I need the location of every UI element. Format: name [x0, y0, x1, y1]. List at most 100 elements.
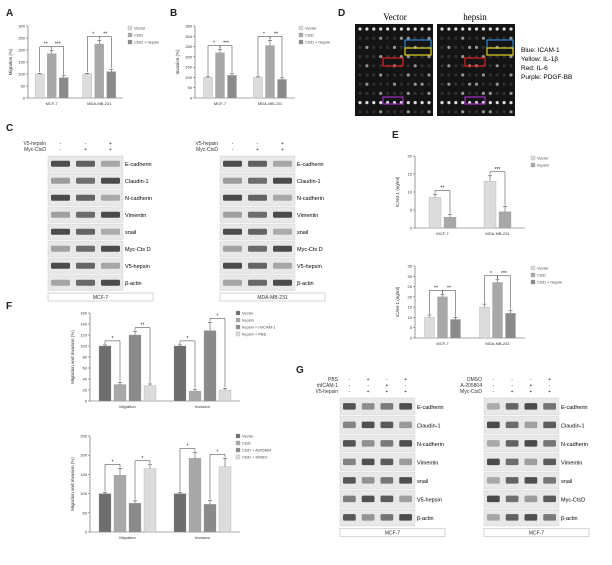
array-spot	[488, 64, 492, 68]
panel-letter-e: E	[392, 130, 399, 141]
blot-band	[505, 495, 519, 503]
array-spot	[386, 27, 390, 31]
bar	[82, 73, 92, 99]
blot-condition-label: Myc-CtsD	[196, 147, 218, 153]
y-tick-label: 150	[18, 60, 25, 65]
blot-condition-label: DMSO	[467, 377, 482, 383]
blot-protein-label: V5-hepsin	[125, 264, 150, 270]
array-spot	[474, 36, 479, 40]
array-spot	[420, 101, 424, 105]
blot-band	[76, 245, 95, 252]
y-tick-label: 0	[85, 399, 88, 404]
bar	[218, 466, 232, 533]
blot-band	[487, 495, 500, 503]
y-tick-label: 100	[18, 72, 25, 77]
blot-condition-mark: -	[493, 377, 495, 383]
array-spot	[427, 110, 431, 114]
blot-band	[343, 495, 356, 503]
blot-protein-label: snail	[417, 479, 428, 485]
y-tick-label: 0	[410, 336, 413, 341]
array-spot	[365, 82, 369, 86]
blot-condition-mark: -	[493, 383, 495, 389]
western-blot-g-a205804: DMSO - - - +A-205804- - + -Myc-CtsD - + + +E-cadher…	[460, 377, 590, 537]
blot-band	[223, 194, 242, 201]
y-tick-label: 350	[185, 24, 192, 29]
blot-band	[223, 262, 242, 269]
array-spot	[358, 110, 362, 114]
significance-bracket	[99, 36, 112, 69]
blot-band	[223, 228, 242, 235]
y-tick-label: 20	[83, 388, 88, 393]
blot-band	[51, 177, 70, 184]
array-spot	[372, 73, 376, 77]
array-spot	[447, 27, 451, 31]
blot-condition-mark: +	[385, 389, 388, 395]
array-spot	[372, 110, 376, 114]
blot-band	[101, 194, 120, 201]
bar	[483, 181, 497, 229]
bar	[106, 71, 116, 99]
array-spot	[468, 101, 472, 105]
x-tick-label: MCF-7	[436, 231, 449, 236]
y-axis-label: Invasion (%)	[175, 49, 180, 75]
y-tick-label: 0	[23, 96, 26, 101]
blot-condition-label: Myc-CtsD	[460, 389, 482, 395]
blot-band	[361, 403, 375, 410]
blot-protein-label: Myc-Cts D	[125, 247, 151, 253]
significance-bracket	[179, 448, 196, 492]
bar	[188, 458, 202, 533]
x-tick-label: Migration	[119, 535, 135, 540]
significance-bracket	[269, 36, 283, 77]
array-spot	[509, 110, 513, 114]
array-spot	[386, 45, 390, 50]
array-spot	[427, 36, 431, 40]
blot-condition-mark: +	[529, 383, 532, 389]
significance-bracket	[134, 460, 151, 500]
array-spot	[440, 101, 444, 105]
array-spot	[365, 110, 369, 114]
blot-band	[399, 440, 412, 447]
array-spot	[474, 101, 479, 105]
array-spot	[488, 110, 492, 114]
blot-band	[76, 228, 95, 235]
array-spot	[468, 91, 472, 95]
blot-condition-label: rhICAM-1	[317, 383, 339, 389]
array-spot	[454, 45, 458, 50]
array-spot	[488, 101, 492, 105]
legend-label: CtsD	[305, 33, 314, 38]
blot-strip	[339, 434, 416, 453]
blot-condition-mark: +	[529, 389, 532, 395]
array-spot	[413, 27, 417, 31]
array-spot	[379, 91, 383, 95]
significance-label: *	[187, 336, 189, 342]
array-spot	[406, 36, 410, 40]
array-spot	[379, 64, 383, 68]
blot-band	[223, 279, 242, 286]
array-spot	[495, 36, 499, 40]
array-spot	[379, 110, 383, 114]
legend-label: CtsD + hepsin	[134, 40, 159, 45]
array-spot	[399, 36, 403, 40]
blot-band	[248, 177, 267, 184]
legend-swatch	[127, 32, 133, 38]
blot-protein-label: E-cadherin	[561, 405, 588, 411]
array-spot	[379, 55, 383, 59]
blot-band	[51, 279, 70, 286]
blot-band	[380, 514, 394, 521]
blot-protein-label: N-cadherin	[125, 196, 152, 202]
blot-strip	[339, 490, 416, 508]
array-spot	[406, 64, 410, 68]
array-spot	[365, 91, 369, 95]
pdgfbb-box	[382, 96, 404, 105]
array-spot	[413, 36, 417, 40]
blot-band	[505, 421, 519, 429]
array-spot	[379, 45, 383, 50]
blot-band	[505, 403, 519, 410]
bar	[450, 319, 461, 339]
blot-band	[101, 160, 120, 167]
x-tick-label: MCF-7	[46, 101, 59, 106]
array-spot	[358, 45, 362, 50]
blot-band	[343, 421, 356, 429]
array-spot	[399, 82, 403, 86]
